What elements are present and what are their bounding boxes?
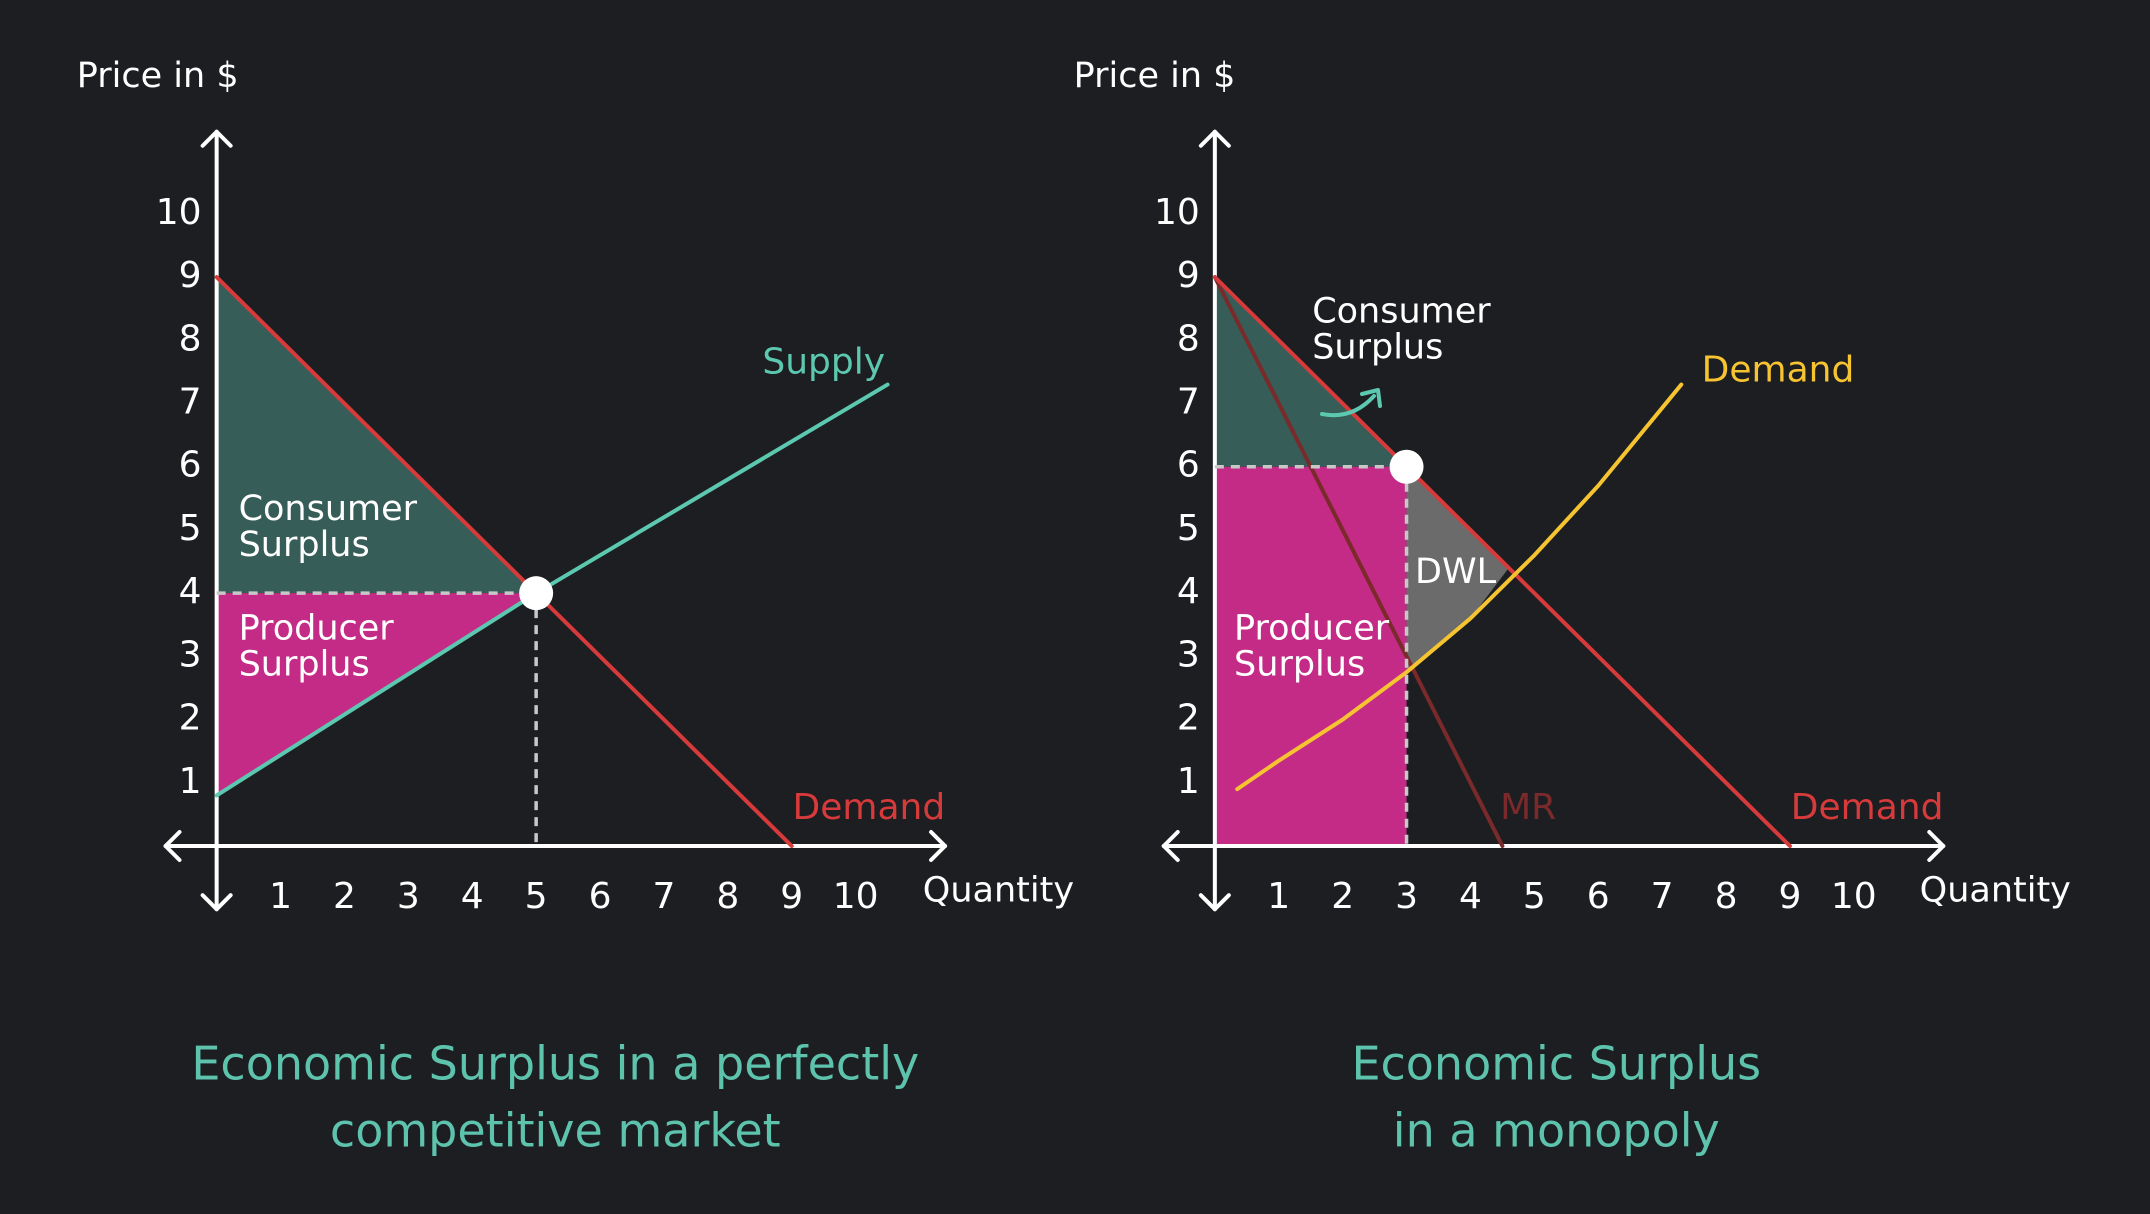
axis-arrow [200, 893, 233, 912]
decor-arrow [1320, 394, 1376, 418]
x-tick-label: 9 [780, 876, 803, 917]
axis-arrow [1161, 830, 1180, 863]
y-tick-label: 4 [1177, 571, 1200, 612]
y-tick-label: 10 [156, 192, 202, 233]
curve [1212, 275, 1505, 849]
x-tick-label: 9 [1778, 876, 1801, 917]
equilibrium-point [1389, 449, 1424, 484]
x-tick-label: 6 [1587, 876, 1610, 917]
series-label: Demand [1791, 787, 1944, 828]
equilibrium-point [519, 576, 554, 611]
y-tick-label: 6 [179, 445, 202, 486]
x-tick-label: 2 [333, 876, 356, 917]
x-tick-label: 1 [1267, 876, 1290, 917]
y-axis-label: Price in $ [77, 56, 239, 96]
decor-arrow-head [1360, 388, 1382, 408]
curve [1235, 382, 1684, 792]
x-tick-label: 2 [1331, 876, 1354, 917]
axis-arrow [1198, 129, 1231, 148]
axis-arrow [1927, 830, 1946, 863]
y-tick-label: 6 [1177, 445, 1200, 486]
y-axis-label: Price in $ [1074, 56, 1236, 96]
surplus-region [1406, 466, 1509, 673]
y-tick-label: 7 [179, 382, 202, 423]
x-tick-label: 10 [833, 876, 879, 917]
series-label: Supply [762, 341, 885, 382]
chart-title: Economic Surplus [1351, 1036, 1761, 1090]
x-tick-label: 8 [1715, 876, 1738, 917]
series-label: Demand [1702, 350, 1855, 391]
y-tick-label: 3 [1177, 634, 1200, 675]
y-tick-label: 5 [1177, 508, 1200, 549]
x-tick-label: 4 [1459, 876, 1482, 917]
y-tick-label: 10 [1154, 192, 1200, 233]
region-label: Consumer [1312, 292, 1491, 332]
chart-title: competitive market [330, 1103, 781, 1157]
region-label: Surplus [239, 525, 370, 565]
x-tick-label: 5 [1523, 876, 1546, 917]
chart-title: in a monopoly [1393, 1103, 1720, 1157]
region-label: DWL [1415, 552, 1497, 592]
x-tick-label: 3 [1395, 876, 1418, 917]
y-tick-label: 1 [1177, 761, 1200, 802]
y-tick-label: 4 [179, 571, 202, 612]
y-tick-label: 5 [179, 508, 202, 549]
x-tick-label: 1 [269, 876, 292, 917]
region-label: Producer [239, 608, 395, 648]
y-tick-label: 9 [179, 255, 202, 296]
x-tick-label: 8 [716, 876, 739, 917]
x-axis-label: Quantity [923, 870, 1074, 910]
y-tick-label: 2 [179, 698, 202, 739]
region-label: Producer [1234, 608, 1390, 648]
x-axis-label: Quantity [1920, 870, 2071, 910]
curve [214, 275, 794, 849]
chart-title: Economic Surplus in a perfectly [191, 1036, 919, 1090]
y-tick-label: 9 [1177, 255, 1200, 296]
axis-arrow [200, 129, 233, 148]
series-label: MR [1500, 787, 1556, 828]
y-tick-label: 8 [179, 318, 202, 359]
region-label: Surplus [1312, 328, 1443, 368]
x-tick-label: 4 [461, 876, 484, 917]
x-tick-label: 3 [397, 876, 420, 917]
x-tick-label: 7 [652, 876, 675, 917]
region-label: Consumer [239, 489, 418, 529]
x-tick-label: 6 [589, 876, 612, 917]
y-tick-label: 2 [1177, 698, 1200, 739]
curve [1212, 275, 1792, 849]
region-label: Surplus [239, 644, 370, 684]
region-label: Surplus [1234, 644, 1365, 684]
axis-arrow [929, 830, 948, 863]
axis-arrow [163, 830, 182, 863]
y-tick-label: 8 [1177, 318, 1200, 359]
x-tick-label: 10 [1831, 876, 1877, 917]
x-tick-label: 5 [525, 876, 548, 917]
y-tick-label: 7 [1177, 382, 1200, 423]
y-tick-label: 3 [179, 634, 202, 675]
series-label: Demand [793, 787, 946, 828]
y-tick-label: 1 [179, 761, 202, 802]
axis-arrow [1198, 893, 1231, 912]
x-tick-label: 7 [1651, 876, 1674, 917]
